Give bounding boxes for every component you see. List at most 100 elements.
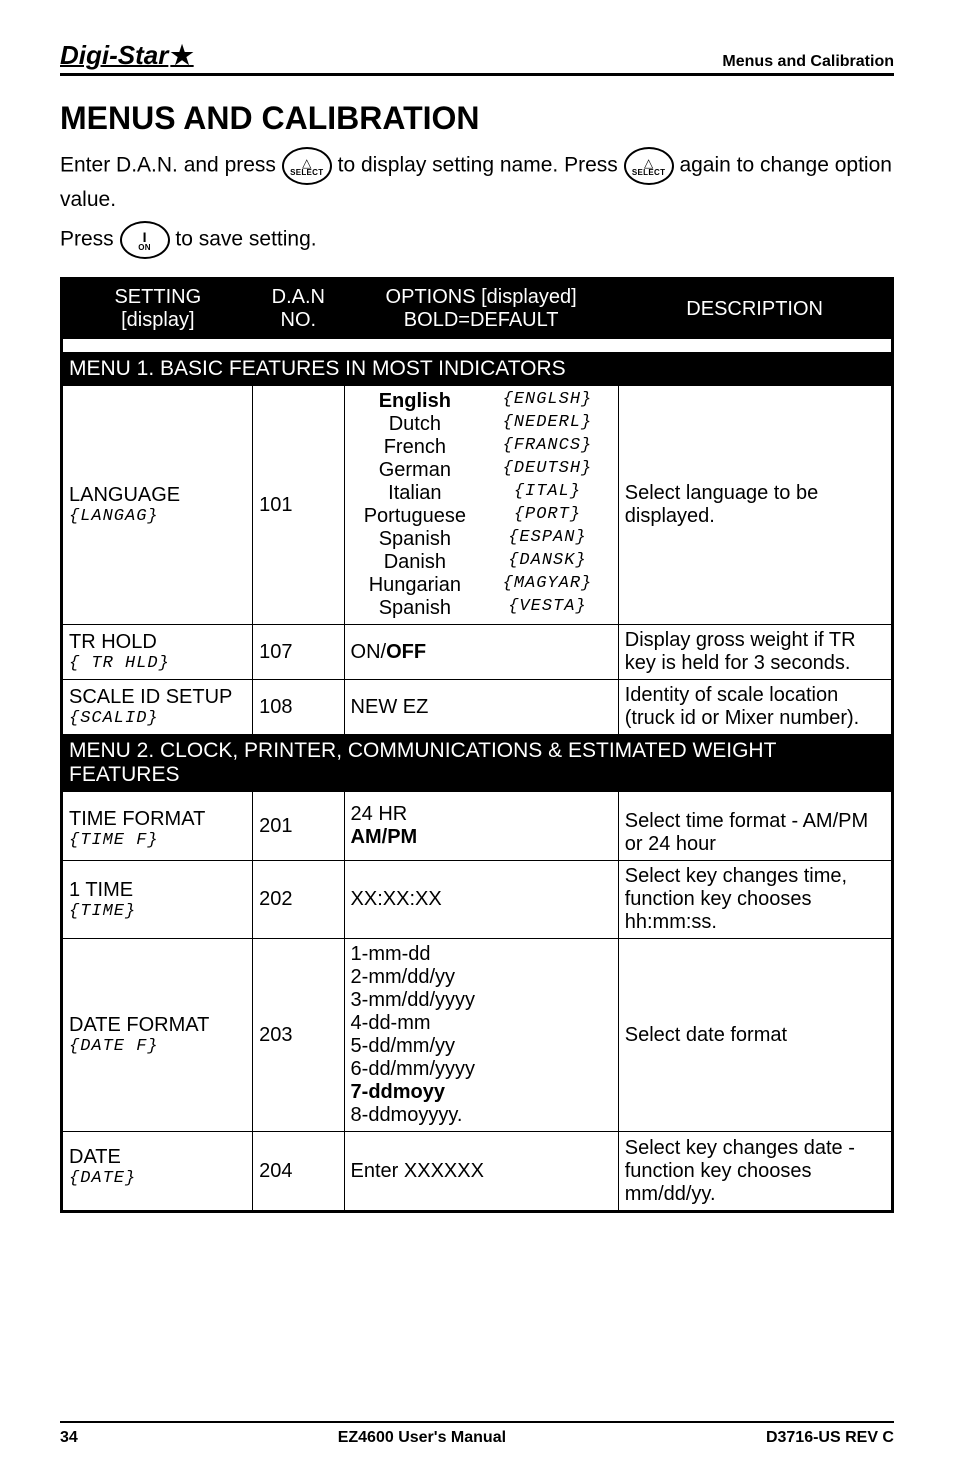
cell-options: Enter XXXXXX — [344, 1132, 618, 1212]
logo-text: Digi-Star — [60, 40, 168, 71]
section-header-row: MENU 2. CLOCK, PRINTER, COMMUNICATIONS &… — [62, 735, 893, 792]
cell-options: 24 HR AM/PM — [344, 792, 618, 861]
cell-desc: Select time format - AM/PM or 24 hour — [618, 792, 892, 861]
cell-dan: 107 — [253, 625, 344, 680]
setting-display: {SCALID} — [69, 709, 246, 728]
language-name: Spanish — [351, 528, 480, 551]
on-bar-icon: I — [143, 231, 147, 244]
language-code: {PORT} — [483, 505, 612, 528]
page-title: MENUS AND CALIBRATION — [60, 100, 894, 137]
cell-options: NEW EZ — [344, 680, 618, 735]
logo: Digi-Star ★ — [60, 40, 194, 71]
option-default: OFF — [386, 641, 426, 663]
cell-options: ON/OFF — [344, 625, 618, 680]
select-button-icon: △ SELECT — [282, 147, 332, 185]
language-name: French — [351, 436, 480, 459]
table-row: SCALE ID SETUP {SCALID} 108 NEW EZ Ident… — [62, 680, 893, 735]
cell-dan: 204 — [253, 1132, 344, 1212]
header-text: D.A.N — [257, 286, 340, 309]
select-button-icon: △ SELECT — [624, 147, 674, 185]
intro-text: to save setting. — [175, 228, 316, 251]
language-name: English — [351, 390, 480, 413]
page-header: Digi-Star ★ Menus and Calibration — [60, 40, 894, 76]
setting-name: SCALE ID SETUP — [69, 686, 246, 709]
select-label: SELECT — [632, 169, 665, 177]
cell-options: English{ENGLSH}Dutch{NEDERL}French{FRANC… — [344, 386, 618, 625]
setting-name: LANGUAGE — [69, 484, 246, 507]
language-name: Spanish — [351, 597, 480, 620]
cell-setting: DATE FORMAT {DATE F} — [62, 939, 253, 1132]
cell-desc: Select date format — [618, 939, 892, 1132]
cell-setting: TIME FORMAT {TIME F} — [62, 792, 253, 861]
footer-title: EZ4600 User's Manual — [338, 1429, 506, 1447]
language-code: {NEDERL} — [483, 413, 612, 436]
language-name: Italian — [351, 482, 480, 505]
header-text: NO. — [257, 309, 340, 332]
setting-name: 1 TIME — [69, 879, 246, 902]
header-text: SETTING — [67, 286, 249, 309]
option-text: 5-dd/mm/yy — [351, 1035, 612, 1058]
settings-table: SETTING [display] D.A.N NO. OPTIONS [dis… — [60, 277, 894, 1213]
intro-line-2: Press I ON to save setting. — [60, 221, 894, 259]
language-name: Hungarian — [351, 574, 480, 597]
table-row: LANGUAGE {LANGAG} 101 English{ENGLSH}Dut… — [62, 386, 893, 625]
cell-setting: TR HOLD { TR HLD} — [62, 625, 253, 680]
cell-desc: Select key changes date - function key c… — [618, 1132, 892, 1212]
cell-dan: 203 — [253, 939, 344, 1132]
on-label: ON — [138, 244, 151, 252]
option-text: 3-mm/dd/yyyy — [351, 989, 612, 1012]
cell-dan: 202 — [253, 861, 344, 939]
cell-desc: Select language to be displayed. — [618, 386, 892, 625]
section-title: MENU 1. BASIC FEATURES IN MOST INDICATOR… — [62, 353, 893, 386]
intro-text: to display setting name. Press — [338, 154, 624, 177]
header-text: [display] — [67, 309, 249, 332]
setting-display: {LANGAG} — [69, 507, 246, 526]
cell-desc: Select key changes time, function key ch… — [618, 861, 892, 939]
language-code: {MAGYAR} — [483, 574, 612, 597]
header-text: BOLD=DEFAULT — [348, 309, 614, 332]
language-code: {FRANCS} — [483, 436, 612, 459]
table-header: SETTING [display] D.A.N NO. OPTIONS [dis… — [62, 279, 893, 339]
header-section-title: Menus and Calibration — [722, 53, 894, 71]
option-text: 4-dd-mm — [351, 1012, 612, 1035]
language-name: Dutch — [351, 413, 480, 436]
logo-star-icon: ★ — [170, 40, 193, 71]
cell-options: XX:XX:XX — [344, 861, 618, 939]
table-row: DATE {DATE} 204 Enter XXXXXX Select key … — [62, 1132, 893, 1212]
col-dan-header: D.A.N NO. — [253, 279, 344, 339]
table-row: TIME FORMAT {TIME F} 201 24 HR AM/PM Sel… — [62, 792, 893, 861]
language-code: {VESTA} — [483, 597, 612, 620]
option-default: AM/PM — [351, 826, 612, 849]
option-text: 1-mm-dd — [351, 943, 612, 966]
intro-line-1: Enter D.A.N. and press △ SELECT to displ… — [60, 147, 894, 215]
select-label: SELECT — [290, 169, 323, 177]
setting-name: TR HOLD — [69, 631, 246, 654]
option-text: 6-dd/mm/yyyy — [351, 1058, 612, 1081]
language-name: German — [351, 459, 480, 482]
table-row: DATE FORMAT {DATE F} 203 1-mm-dd2-mm/dd/… — [62, 939, 893, 1132]
cell-dan: 108 — [253, 680, 344, 735]
setting-name: DATE FORMAT — [69, 1014, 246, 1037]
setting-display: {DATE F} — [69, 1037, 246, 1056]
language-code: {DEUTSH} — [483, 459, 612, 482]
setting-display: {DATE} — [69, 1169, 246, 1188]
cell-setting: SCALE ID SETUP {SCALID} — [62, 680, 253, 735]
option-text: ON/ — [351, 641, 387, 663]
footer-rev: D3716-US REV C — [766, 1429, 894, 1447]
col-options-header: OPTIONS [displayed] BOLD=DEFAULT — [344, 279, 618, 339]
intro-text: Press — [60, 228, 120, 251]
option-text: 8-ddmoyyyy. — [351, 1104, 612, 1127]
header-text: OPTIONS [displayed] — [348, 286, 614, 309]
language-code: {ESPAN} — [483, 528, 612, 551]
language-name: Danish — [351, 551, 480, 574]
col-desc-header: DESCRIPTION — [618, 279, 892, 339]
spacer-row — [62, 339, 893, 353]
setting-display: {TIME} — [69, 902, 246, 921]
header-text: DESCRIPTION — [686, 298, 823, 320]
cell-dan: 201 — [253, 792, 344, 861]
cell-desc: Display gross weight if TR key is held f… — [618, 625, 892, 680]
option-text: 2-mm/dd/yy — [351, 966, 612, 989]
setting-name: TIME FORMAT — [69, 808, 246, 831]
section-title: MENU 2. CLOCK, PRINTER, COMMUNICATIONS &… — [62, 735, 893, 792]
section-header-row: MENU 1. BASIC FEATURES IN MOST INDICATOR… — [62, 353, 893, 386]
